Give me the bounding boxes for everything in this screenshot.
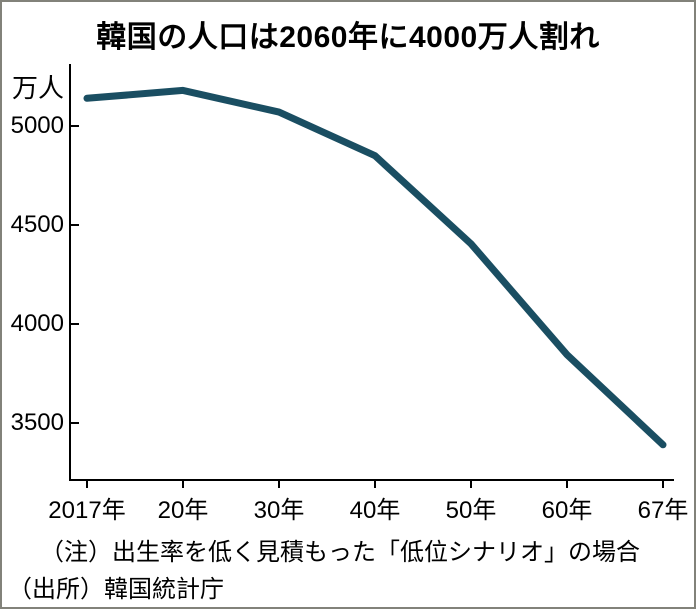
x-tick-label: 40年 bbox=[349, 497, 401, 524]
x-tick-label: 30年 bbox=[253, 497, 305, 524]
y-tick-label: 4000 bbox=[10, 310, 64, 337]
y-axis-unit-label: 万人 bbox=[12, 73, 65, 103]
x-tick-label: 20年 bbox=[157, 497, 209, 524]
x-tick-label: 67年 bbox=[637, 497, 689, 524]
y-tick-label: 4500 bbox=[10, 211, 64, 238]
x-tick-label: 2017年 bbox=[48, 497, 126, 524]
x-tick-label: 60年 bbox=[541, 497, 593, 524]
y-tick-label: 3500 bbox=[10, 409, 64, 436]
y-tick-label: 5000 bbox=[10, 112, 64, 139]
chart-note: （注）出生率を低く見積もった「低位シナリオ」の場合 bbox=[40, 539, 640, 566]
x-tick-label: 50年 bbox=[445, 497, 497, 524]
chart-source: （出所）韓国統計庁 bbox=[8, 576, 224, 603]
chart-title: 韓国の人口は2060年に4000万人割れ bbox=[96, 21, 600, 54]
population-line bbox=[83, 86, 667, 449]
